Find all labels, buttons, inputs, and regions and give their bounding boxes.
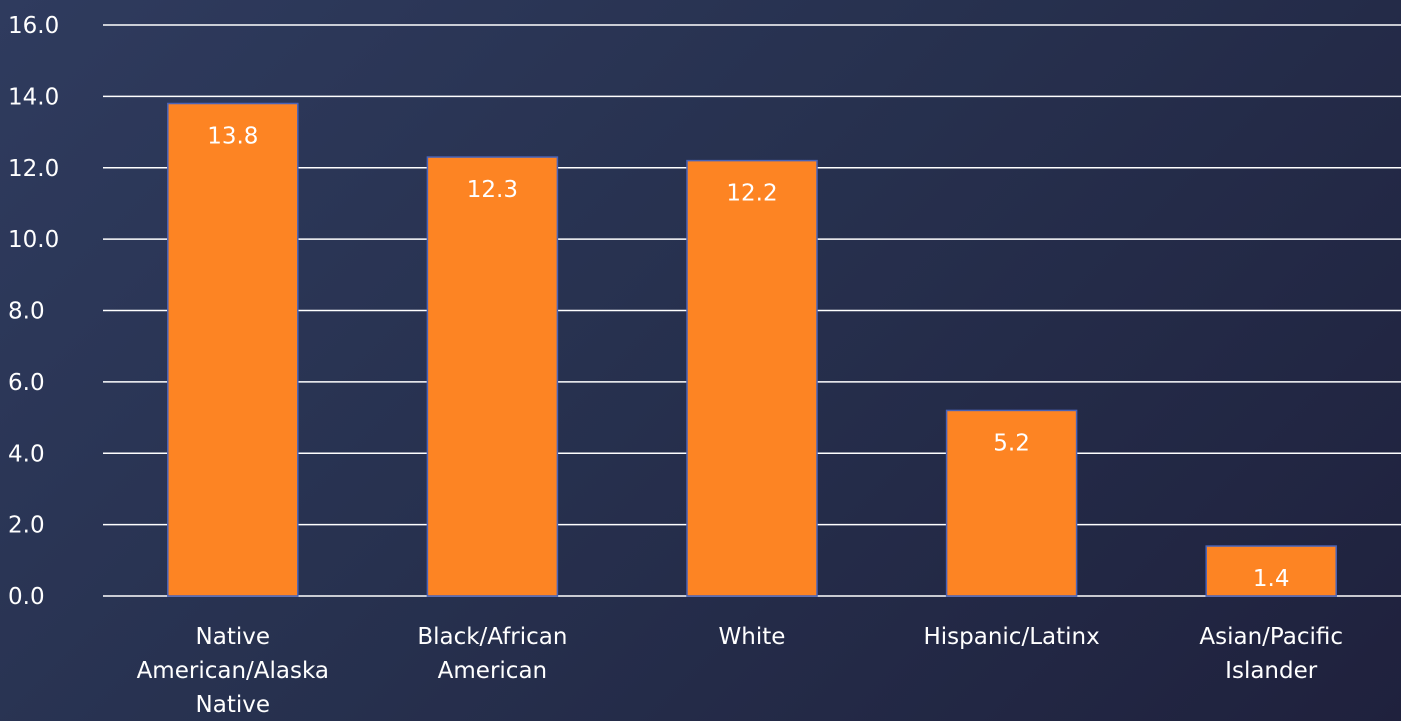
y-tick-label: 12.0: [8, 156, 59, 182]
data-label: 1.4: [1253, 566, 1290, 592]
category-label-line: Black/African: [417, 624, 567, 650]
y-tick-label: 14.0: [8, 84, 59, 110]
data-labels: 13.8 12.3 12.2 5.2 1.4: [207, 124, 1289, 593]
y-tick-label: 2.0: [8, 513, 45, 539]
category-label: Native American/Alaska Native: [137, 624, 329, 718]
data-label: 12.2: [726, 181, 777, 207]
y-tick-label: 10.0: [8, 227, 59, 253]
y-tick-label: 6.0: [8, 370, 45, 396]
category-label-line: American: [438, 658, 547, 684]
y-tick-label: 16.0: [8, 13, 59, 39]
bars: [167, 102, 1337, 597]
category-label-line: American/Alaska: [137, 658, 329, 684]
category-label-line: Native: [196, 692, 270, 718]
bar: [1205, 545, 1337, 597]
category-label-line: Native: [196, 624, 270, 650]
data-label: 12.3: [467, 177, 518, 203]
y-tick-label: 0.0: [8, 584, 45, 610]
y-axis-tick-labels: 0.0 2.0 4.0 6.0 8.0 10.0 12.0 14.0 16.0: [8, 13, 59, 610]
x-axis-category-labels: Native American/Alaska Native Black/African…: [137, 624, 1343, 718]
y-tick-label: 8.0: [8, 299, 45, 325]
y-tick-label: 4.0: [8, 441, 45, 467]
category-label: Black/African American: [417, 624, 567, 684]
category-label: Asian/Pacific Islander: [1199, 624, 1343, 684]
bar: [686, 159, 818, 597]
category-label: Hispanic/Latinx: [923, 624, 1099, 650]
category-label-line: Islander: [1225, 658, 1318, 684]
category-label-line: Hispanic/Latinx: [923, 624, 1099, 650]
category-label: White: [719, 624, 786, 650]
bar: [426, 156, 559, 597]
bar: [167, 102, 299, 597]
data-label: 5.2: [993, 430, 1030, 456]
category-label-line: Asian/Pacific: [1199, 624, 1343, 650]
category-label-line: White: [719, 624, 786, 650]
data-label: 13.8: [207, 124, 258, 150]
bar: [945, 409, 1078, 597]
